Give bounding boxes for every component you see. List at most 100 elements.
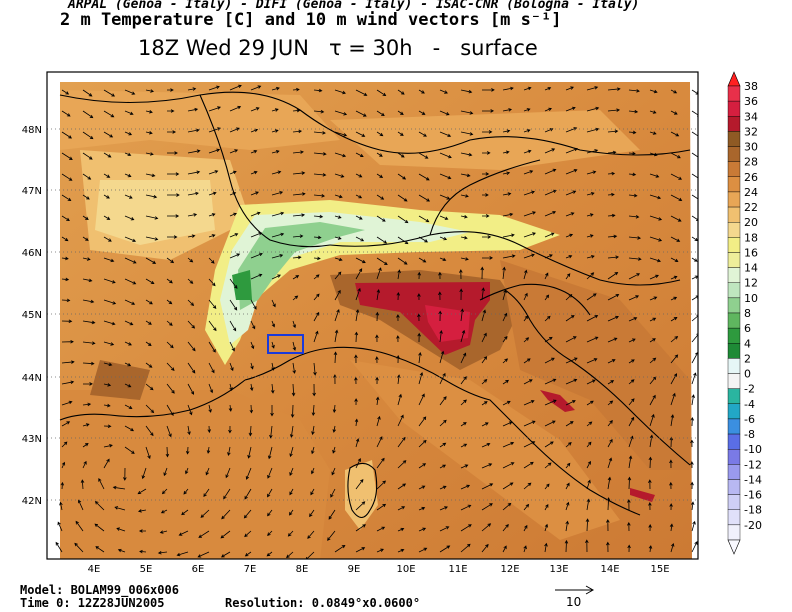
colorbar-swatch — [727, 100, 741, 117]
colorbar-label: 2 — [744, 352, 751, 365]
wind-arrow — [229, 105, 242, 112]
wind-arrow — [205, 467, 210, 476]
wind-arrow — [355, 173, 363, 178]
wind-arrow — [628, 89, 640, 93]
wind-arrow — [670, 414, 675, 427]
wind-arrow — [103, 458, 110, 469]
wind-arrow — [250, 170, 258, 175]
wind-arrow — [627, 521, 631, 532]
wind-arrow — [229, 84, 242, 91]
wind-arrow — [397, 152, 405, 158]
wind-arrow — [502, 482, 514, 490]
wind-arrow — [523, 379, 533, 385]
wind-arrow — [145, 362, 153, 368]
wind-arrow — [355, 438, 360, 448]
wind-arrow — [124, 299, 136, 305]
wind-arrow — [166, 341, 174, 349]
wind-arrow — [185, 467, 189, 475]
wind-arrow — [289, 425, 294, 438]
wind-arrow — [502, 502, 512, 511]
wind-arrow — [439, 329, 443, 343]
wind-arrow — [460, 131, 474, 136]
wind-arrow — [460, 214, 468, 219]
highlight-box — [267, 334, 304, 354]
wind-arrow — [167, 172, 180, 176]
wind-arrow — [438, 310, 442, 322]
wind-arrow — [312, 383, 316, 397]
wind-arrow — [75, 520, 84, 532]
wind-arrow — [376, 236, 388, 244]
wind-arrow — [145, 109, 153, 114]
wind-arrow — [271, 170, 282, 175]
wind-arrow — [690, 439, 694, 448]
wind-arrow — [460, 524, 472, 532]
wind-arrow — [649, 317, 657, 322]
wind-arrow — [229, 341, 235, 352]
colorbar-swatch — [727, 191, 741, 208]
colorbar-label: 12 — [744, 277, 758, 290]
wind-arrow — [607, 129, 619, 134]
wind-arrow — [243, 509, 252, 519]
wind-arrow — [292, 129, 303, 134]
wind-arrow — [418, 547, 428, 553]
colorbar-swatch — [727, 267, 741, 283]
wind-arrow — [418, 416, 427, 427]
colorbar-label: 4 — [744, 337, 751, 350]
wind-arrow — [439, 464, 447, 469]
wind-arrow — [334, 257, 343, 262]
colorbar-label: 38 — [744, 80, 758, 93]
wind-arrow — [627, 544, 631, 553]
wind-arrow — [523, 358, 531, 364]
wind-arrow — [198, 530, 210, 538]
wind-arrow — [649, 357, 657, 364]
wind-arrow — [227, 446, 231, 457]
wind-arrow — [220, 530, 231, 539]
wind-arrow — [502, 441, 515, 448]
wind-arrow — [124, 257, 137, 264]
wind-arrow — [649, 89, 658, 94]
wind-arrow — [124, 152, 132, 156]
wind-arrow — [229, 383, 233, 392]
wind-arrow — [292, 320, 296, 329]
wind-arrow — [481, 88, 495, 92]
wind-arrow — [167, 235, 178, 239]
wind-arrow — [523, 482, 532, 490]
wind-arrow — [355, 257, 366, 264]
colorbar-label: -2 — [744, 383, 755, 396]
wind-arrow — [334, 215, 342, 219]
colorbar-label: 28 — [744, 156, 758, 169]
wind-arrow — [523, 190, 535, 196]
wind-arrow — [292, 362, 296, 374]
wind-arrow — [82, 236, 89, 241]
wind-arrow — [649, 236, 663, 242]
temperature-field — [47, 72, 698, 559]
wind-arrow — [691, 173, 698, 179]
wind-arrow — [439, 173, 452, 180]
wind-arrow — [669, 459, 673, 469]
wind-arrow — [187, 213, 198, 217]
wind-arrow — [250, 150, 258, 154]
wind-arrow — [334, 89, 346, 95]
wind-arrow — [649, 194, 662, 200]
wind-arrow — [271, 129, 279, 133]
wind-arrow — [82, 341, 96, 345]
wind-arrow — [78, 499, 84, 511]
wind-arrow — [690, 481, 694, 490]
wind-arrow — [586, 421, 593, 427]
wind-arrow — [145, 446, 151, 460]
wind-arrow — [376, 194, 385, 200]
wind-arrow — [397, 506, 406, 511]
wind-arrow — [117, 548, 126, 553]
wind-arrow — [397, 414, 404, 427]
wind-arrow — [307, 530, 315, 539]
lat-label: 45N — [22, 310, 42, 321]
colorbar-swatch — [727, 252, 741, 268]
wind-arrow — [586, 358, 598, 364]
colorbar-label: -12 — [744, 458, 762, 471]
wind-arrow — [397, 269, 401, 280]
wind-arrow — [289, 509, 294, 516]
wind-arrow — [565, 273, 571, 280]
wind-arrow — [607, 272, 619, 280]
wind-arrow — [586, 293, 597, 301]
